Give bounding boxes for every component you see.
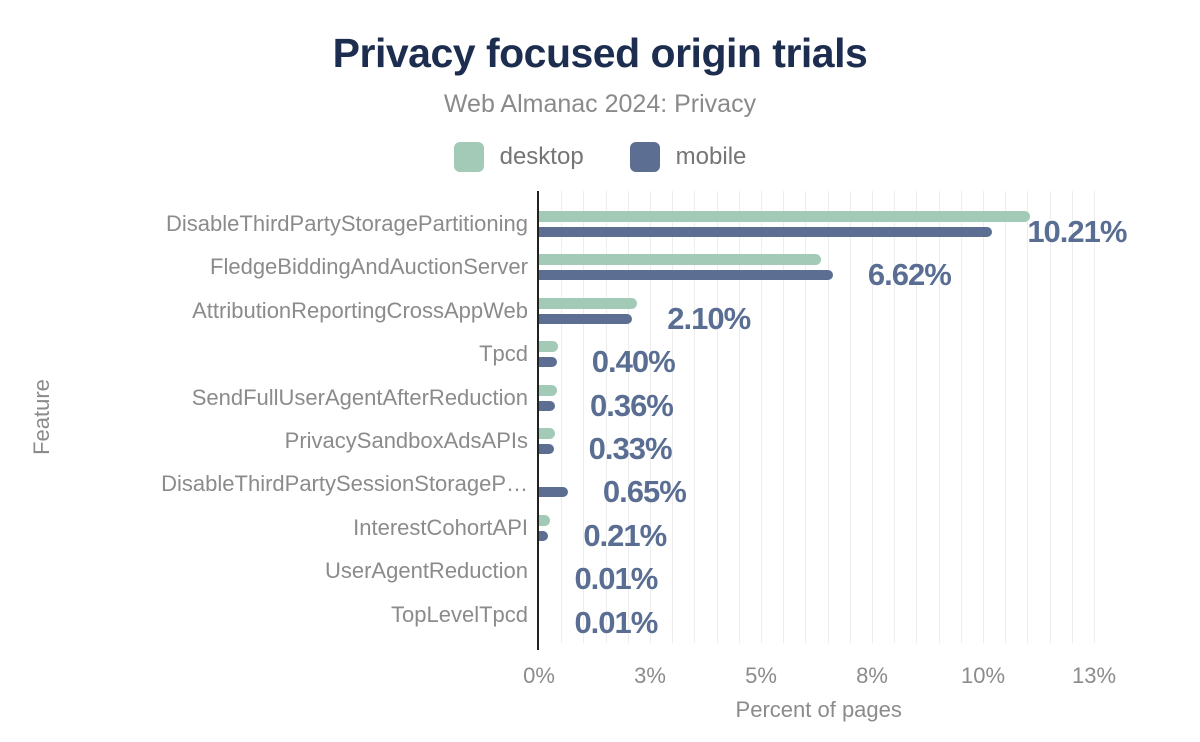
- category-label: DisableThirdPartySessionStorageP…: [161, 471, 528, 497]
- gridline: [938, 191, 940, 643]
- desktop-bar[interactable]: [539, 297, 637, 309]
- desktop-bar[interactable]: [539, 428, 555, 439]
- desktop-bar[interactable]: [539, 211, 1030, 222]
- mobile-bar[interactable]: [539, 357, 557, 368]
- mobile-swatch-icon: [629, 142, 660, 172]
- legend-item-mobile: mobile: [629, 142, 747, 172]
- gridline: [1005, 191, 1007, 643]
- value-label: 0.65%: [602, 474, 687, 510]
- desktop-bar[interactable]: [539, 254, 821, 266]
- value-label: 10.21%: [1027, 214, 1127, 249]
- mobile-bar[interactable]: [539, 270, 833, 281]
- gridline: [605, 191, 607, 643]
- mobile-bar[interactable]: [539, 313, 633, 324]
- gridline: [1071, 191, 1073, 643]
- page-subtitle: Web Almanac 2024: Privacy: [443, 90, 757, 118]
- gridline: [761, 191, 762, 643]
- mobile-bar[interactable]: [539, 227, 993, 237]
- category-label: UserAgentReduction: [324, 558, 528, 584]
- gridline: [827, 191, 829, 643]
- gridline: [650, 191, 651, 643]
- x-tick-label: 5%: [745, 663, 777, 688]
- x-tick-label: 3%: [634, 663, 666, 688]
- category-label: PrivacySandboxAdsAPIs: [284, 428, 528, 453]
- gridline: [805, 191, 807, 643]
- x-tick-label: 0%: [523, 663, 555, 688]
- value-label: 0.36%: [589, 387, 674, 423]
- category-label: Tpcd: [479, 341, 528, 367]
- gridline: [561, 191, 563, 643]
- value-label: 2.10%: [667, 300, 751, 336]
- gridline: [983, 191, 984, 643]
- x-tick-label: 8%: [856, 663, 888, 688]
- mobile-bar[interactable]: [539, 444, 554, 454]
- mobile-bar[interactable]: [539, 530, 549, 541]
- gridline: [583, 191, 585, 643]
- gridline: [960, 191, 962, 643]
- gridline: [849, 191, 851, 643]
- legend-item-desktop: desktop: [453, 142, 584, 172]
- gridline: [672, 191, 674, 643]
- legend-label-desktop: desktop: [499, 143, 584, 170]
- desktop-swatch-icon: [453, 142, 484, 172]
- desktop-bar[interactable]: [539, 384, 557, 396]
- gridline: [627, 191, 629, 643]
- value-label: 0.21%: [583, 517, 667, 553]
- gridline: [894, 191, 896, 643]
- gridline: [783, 191, 785, 643]
- desktop-bar[interactable]: [539, 341, 559, 353]
- page-title: Privacy focused origin trials: [332, 30, 868, 76]
- gridline: [1027, 191, 1029, 643]
- value-label: 0.01%: [574, 561, 658, 597]
- mobile-bar[interactable]: [539, 400, 555, 411]
- desktop-bar[interactable]: [539, 514, 551, 526]
- x-tick-label: 13%: [1071, 663, 1117, 688]
- category-label: DisableThirdPartyStoragePartitioning: [166, 211, 528, 236]
- value-label: 0.01%: [574, 604, 658, 640]
- y-axis-line: [537, 191, 539, 650]
- gridline: [694, 191, 696, 643]
- gridline: [916, 191, 918, 643]
- mobile-bar[interactable]: [539, 487, 568, 498]
- gridline: [1094, 191, 1095, 643]
- x-axis-title: Percent of pages: [735, 697, 902, 722]
- category-label: SendFullUserAgentAfterReduction: [191, 384, 528, 410]
- category-label: InterestCohortAPI: [353, 514, 528, 540]
- gridline: [716, 191, 718, 643]
- y-axis-title: Feature: [29, 379, 54, 455]
- gridline: [1049, 191, 1051, 643]
- category-label: TopLevelTpcd: [391, 601, 528, 627]
- category-label: FledgeBiddingAndAuctionServer: [210, 254, 528, 280]
- category-label: AttributionReportingCrossAppWeb: [192, 297, 528, 323]
- gridline: [872, 191, 873, 643]
- legend-label-mobile: mobile: [675, 143, 747, 170]
- legend: desktop mobile: [0, 140, 1200, 174]
- value-label: 0.33%: [588, 431, 673, 466]
- value-label: 0.40%: [591, 344, 676, 380]
- value-label: 6.62%: [867, 257, 952, 293]
- gridline: [738, 191, 740, 643]
- x-tick-label: 10%: [960, 663, 1006, 688]
